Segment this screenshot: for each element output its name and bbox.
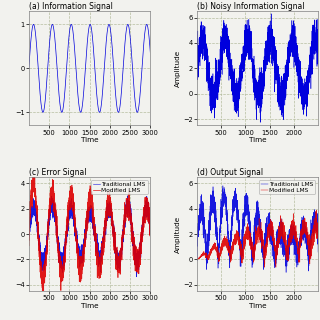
Traditional LMS	[199, 211, 203, 215]
Text: (d) Output Signal: (d) Output Signal	[197, 168, 263, 177]
Modified LMS	[32, 174, 36, 178]
Text: (a) Information Signal: (a) Information Signal	[29, 2, 113, 11]
Modified LMS	[316, 232, 320, 236]
Traditional LMS	[218, 228, 222, 232]
X-axis label: Time: Time	[249, 303, 266, 309]
X-axis label: Time: Time	[249, 137, 266, 143]
Modified LMS	[206, 257, 210, 261]
Modified LMS	[67, 201, 71, 205]
Traditional LMS	[135, 275, 139, 279]
Traditional LMS	[67, 214, 71, 218]
Text: (b) Noisy Information Signal: (b) Noisy Information Signal	[197, 2, 304, 11]
Legend: Traditional LMS, Modified LMS: Traditional LMS, Modified LMS	[259, 180, 316, 194]
Modified LMS	[219, 250, 222, 253]
Traditional LMS	[75, 241, 79, 244]
Modified LMS	[51, 192, 55, 196]
Modified LMS	[258, 233, 261, 237]
Modified LMS	[263, 265, 267, 269]
Modified LMS	[315, 208, 319, 212]
Modified LMS	[27, 235, 31, 239]
Traditional LMS	[126, 194, 130, 198]
Traditional LMS	[221, 184, 225, 188]
Traditional LMS	[316, 233, 320, 237]
Modified LMS	[199, 254, 203, 258]
Y-axis label: Amplitude: Amplitude	[175, 215, 181, 253]
Modified LMS	[230, 240, 234, 244]
Traditional LMS	[51, 209, 55, 213]
Modified LMS	[148, 224, 152, 228]
Traditional LMS	[258, 215, 261, 219]
Traditional LMS	[195, 244, 199, 248]
Modified LMS	[76, 245, 79, 249]
X-axis label: Time: Time	[81, 303, 99, 309]
Line: Modified LMS: Modified LMS	[197, 210, 318, 267]
Traditional LMS	[206, 232, 210, 236]
Traditional LMS	[85, 218, 89, 222]
Line: Traditional LMS: Traditional LMS	[197, 186, 318, 272]
Traditional LMS	[219, 205, 222, 209]
Modified LMS	[41, 292, 45, 296]
Line: Traditional LMS: Traditional LMS	[29, 196, 150, 277]
Modified LMS	[218, 253, 222, 257]
Traditional LMS	[284, 270, 288, 274]
Modified LMS	[143, 212, 147, 216]
Line: Modified LMS: Modified LMS	[29, 176, 150, 294]
Traditional LMS	[27, 224, 31, 228]
Modified LMS	[85, 216, 89, 220]
Text: (c) Error Signal: (c) Error Signal	[29, 168, 86, 177]
Y-axis label: Amplitude: Amplitude	[175, 50, 181, 87]
Modified LMS	[195, 258, 199, 261]
X-axis label: Time: Time	[81, 137, 99, 143]
Traditional LMS	[230, 213, 234, 217]
Modified LMS	[101, 249, 105, 253]
Traditional LMS	[101, 237, 105, 241]
Legend: Traditional LMS, Modified LMS: Traditional LMS, Modified LMS	[91, 180, 148, 194]
Traditional LMS	[148, 226, 152, 230]
Traditional LMS	[143, 204, 147, 208]
